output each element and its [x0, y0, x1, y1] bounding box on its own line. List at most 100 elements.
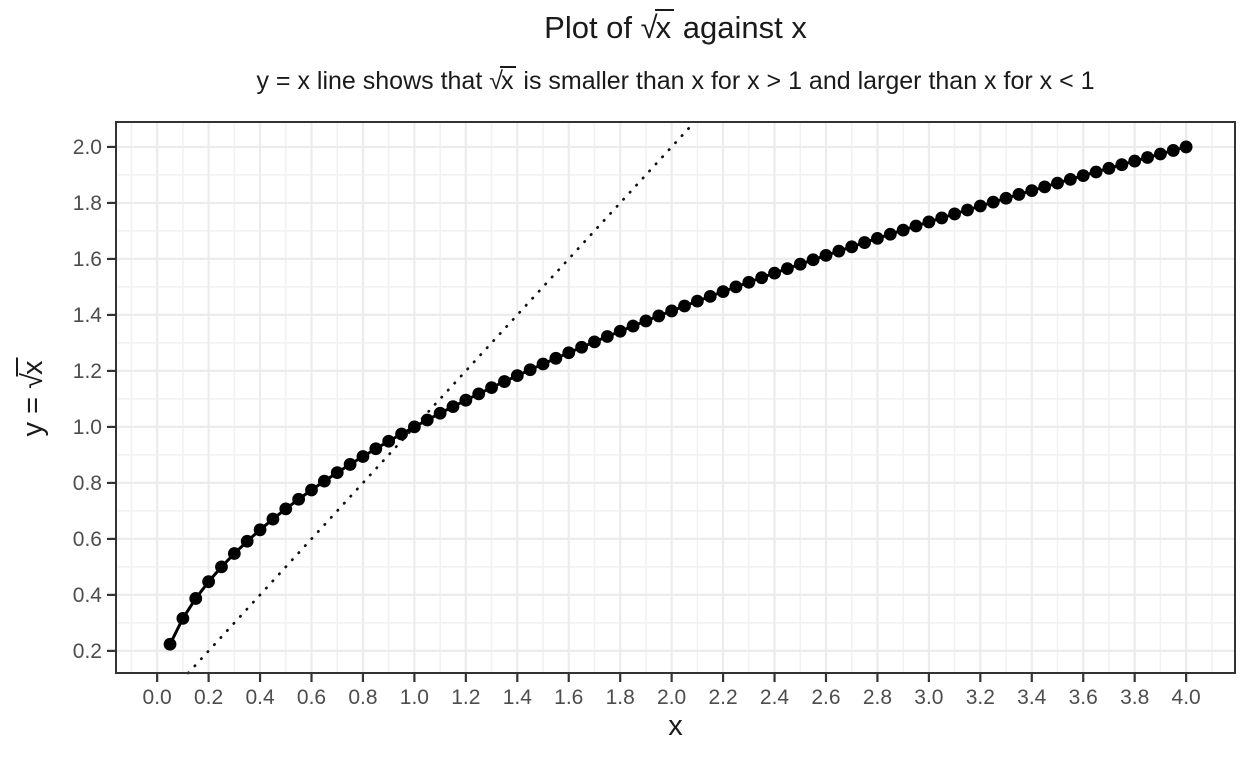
data-point [433, 406, 447, 420]
y-tick-label: 0.4 [73, 584, 103, 607]
x-tick-label: 3.0 [914, 686, 943, 709]
x-tick-label: 1.6 [554, 686, 583, 709]
data-point [703, 289, 717, 303]
data-point [1051, 176, 1064, 190]
data-point [909, 219, 923, 233]
data-point [1141, 151, 1154, 164]
data-point [317, 474, 331, 488]
data-point [562, 346, 576, 360]
data-point [446, 400, 460, 414]
y-tick-label: 1.8 [73, 192, 102, 215]
x-tick-label: 4.0 [1172, 686, 1201, 709]
chart-title-suffix: against x [674, 10, 807, 45]
data-point [1076, 169, 1090, 183]
x-tick-label: 0.6 [297, 686, 326, 709]
data-point [883, 227, 897, 241]
data-point [600, 330, 614, 343]
data-point [896, 223, 910, 237]
data-point [523, 363, 537, 377]
data-point [1012, 188, 1026, 201]
data-point [176, 611, 190, 625]
data-point [588, 335, 601, 349]
x-tick-label: 3.6 [1069, 686, 1098, 709]
data-point [369, 442, 383, 456]
sqrt-radical-icon: √ [640, 10, 658, 45]
data-point [678, 299, 691, 313]
data-point [768, 266, 781, 280]
data-point [266, 512, 280, 526]
data-point [395, 427, 408, 441]
data-point [845, 240, 859, 254]
data-point [420, 413, 434, 427]
x-tick-label: 1.0 [400, 686, 429, 709]
data-point [189, 592, 203, 605]
data-point [1166, 144, 1180, 157]
data-point [498, 375, 511, 388]
data-point [459, 393, 473, 407]
x-tick-label: 0.8 [348, 686, 377, 709]
chart-subtitle: y = x line shows that √x is smaller than… [116, 66, 1235, 96]
x-axis-title: x [668, 710, 683, 742]
x-tick-label: 2.0 [657, 686, 686, 709]
data-point [1102, 161, 1116, 175]
sqrt-argument: x [499, 66, 517, 95]
data-point [729, 280, 743, 294]
data-point [1179, 140, 1193, 154]
data-point [575, 340, 589, 354]
data-point [227, 547, 241, 560]
data-point [665, 304, 679, 318]
x-tick-label: 1.4 [503, 686, 533, 709]
x-tick-label: 1.8 [606, 686, 635, 709]
data-point [948, 207, 962, 221]
y-tick-label: 1.2 [73, 360, 102, 383]
y-tick-label: 0.8 [73, 472, 102, 495]
panel-border [115, 121, 1236, 674]
data-point [472, 387, 486, 401]
data-point [858, 236, 871, 249]
data-point [1115, 158, 1129, 172]
data-point [716, 285, 730, 299]
x-tick-label: 1.2 [451, 686, 480, 709]
chart-subtitle-prefix: y = x line shows that [256, 67, 490, 95]
x-tick-label: 2.4 [760, 686, 790, 709]
data-point [1089, 165, 1103, 179]
reference-line-y-equals-x [186, 120, 696, 675]
y-tick-label: 1.4 [73, 304, 103, 327]
y-tick-label: 0.2 [73, 640, 102, 663]
x-tick-label: 0.2 [194, 686, 223, 709]
data-point [330, 466, 344, 480]
y-tick-label: 2.0 [73, 136, 102, 159]
data-point [652, 309, 666, 323]
data-point [639, 314, 653, 328]
data-point [356, 450, 370, 463]
data-point [806, 253, 820, 267]
x-tick-label: 2.6 [811, 686, 840, 709]
x-tick-label: 0.4 [245, 686, 275, 709]
y-tick-label: 0.6 [73, 528, 102, 551]
data-point [279, 502, 293, 516]
data-point [922, 215, 936, 229]
data-point [986, 195, 1000, 209]
data-point [973, 199, 987, 213]
data-point [626, 319, 640, 333]
data-point [163, 637, 177, 651]
x-tick-label: 0.0 [143, 686, 172, 709]
chart-title-prefix: Plot of [544, 10, 641, 45]
data-point [1063, 172, 1077, 186]
sqrt-argument: x [654, 9, 675, 44]
data-point [690, 294, 704, 308]
data-point [485, 381, 498, 395]
x-tick-label: 2.8 [863, 686, 892, 709]
data-point [871, 231, 884, 245]
data-point [793, 257, 807, 271]
data-point [240, 534, 254, 548]
data-point [832, 244, 846, 258]
data-point [999, 191, 1013, 205]
panel-background [116, 122, 1235, 673]
data-point [819, 249, 833, 262]
sqrt-radical-icon: √ [489, 67, 503, 95]
data-point [292, 492, 306, 506]
x-tick-label: 3.2 [966, 686, 995, 709]
